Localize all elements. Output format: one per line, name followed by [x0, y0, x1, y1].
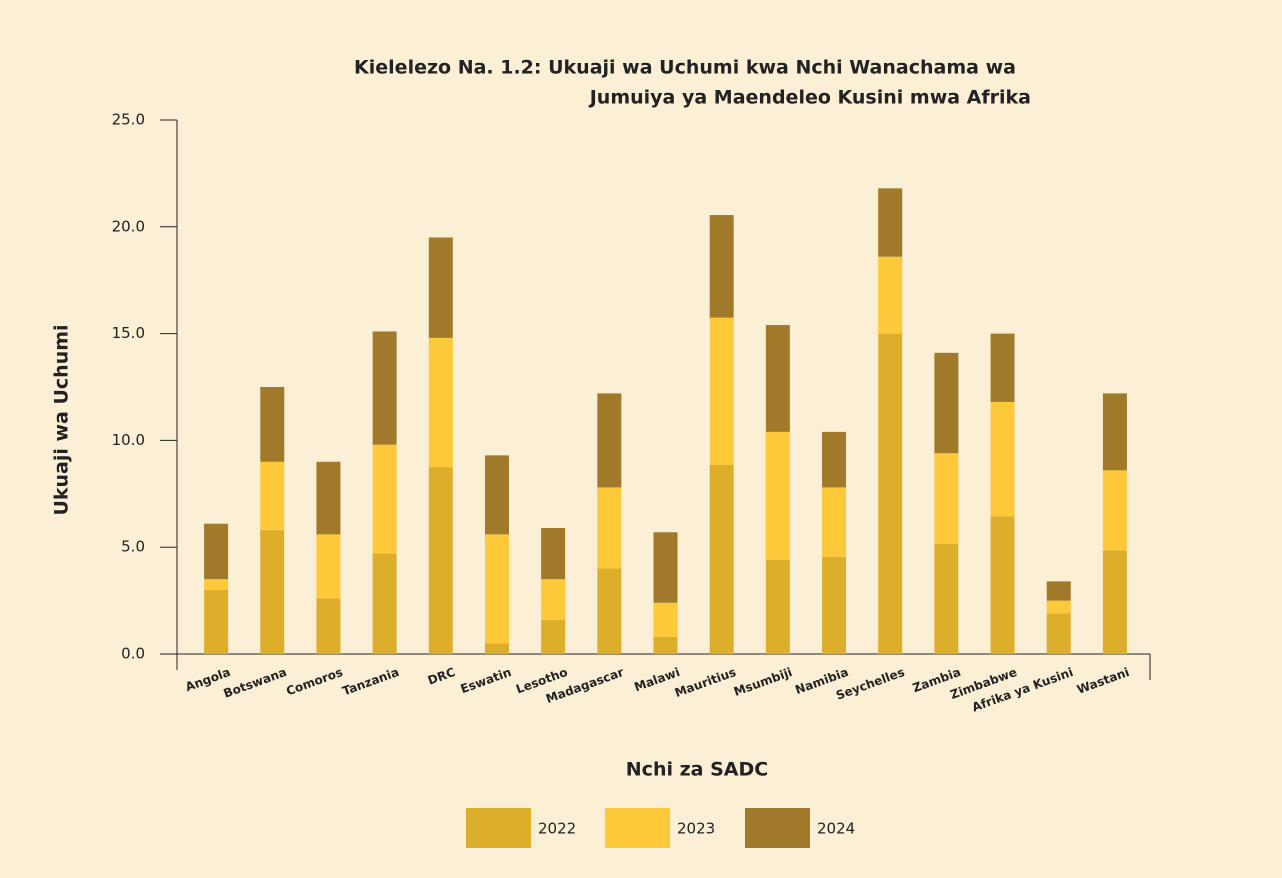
bar-segment [204, 589, 229, 654]
bar-segment [878, 333, 903, 654]
bar-segment [372, 331, 397, 445]
y-axis-label: Ukuaji wa Uchumi [51, 324, 73, 515]
bar-segment [597, 568, 622, 654]
bar-segment [822, 556, 847, 654]
bar-segment [316, 598, 341, 654]
bar-segment [260, 461, 285, 531]
bar-segment [260, 387, 285, 462]
bar-segment [990, 401, 1015, 517]
bar-segment [765, 431, 790, 561]
bar-segment [878, 188, 903, 257]
bar-segment [934, 352, 959, 454]
legend-swatch [745, 808, 810, 848]
chart-title: Jumuiya ya Maendeleo Kusini mwa Afrika [588, 87, 1031, 109]
y-tick-label: 20.0 [112, 217, 145, 235]
bar-segment [372, 553, 397, 654]
bar-segment [653, 532, 678, 603]
bar-segment [484, 534, 509, 644]
chart-title: Kielelezo Na. 1.2: Ukuaji wa Uchumi kwa … [354, 57, 1016, 79]
bar-segment [653, 636, 678, 654]
bar-segment [260, 530, 285, 654]
bar-segment [1102, 470, 1127, 551]
y-tick-label: 25.0 [112, 111, 145, 129]
bar-segment [1102, 550, 1127, 654]
bar-segment [709, 464, 734, 654]
legend-label: 2024 [817, 820, 855, 838]
y-tick-label: 10.0 [112, 431, 145, 449]
bar-segment [597, 487, 622, 569]
bar-segment [878, 256, 903, 334]
bar-segment [597, 393, 622, 488]
bar-segment [484, 643, 509, 654]
legend-label: 2022 [538, 820, 576, 838]
bar-segment [765, 560, 790, 654]
bar-segment [765, 325, 790, 432]
bar-segment [541, 619, 566, 654]
bar-segment [316, 461, 341, 535]
bar-segment [822, 487, 847, 557]
x-axis-label: Nchi za SADC [626, 759, 768, 781]
y-tick-label: 5.0 [121, 538, 145, 556]
bar-segment [428, 237, 453, 338]
bar-segment [1046, 613, 1071, 654]
y-tick-label: 0.0 [121, 645, 145, 663]
bar-segment [1102, 393, 1127, 471]
bar-segment [1046, 600, 1071, 614]
bar-segment [709, 215, 734, 318]
bar-segment [709, 317, 734, 465]
bar-segment [428, 337, 453, 468]
bar-segment [990, 516, 1015, 654]
bar-segment [990, 333, 1015, 402]
bar-segment [934, 543, 959, 654]
bar-segment [541, 579, 566, 620]
bar-segment [484, 455, 509, 535]
legend-swatch [466, 808, 531, 848]
bar-segment [372, 444, 397, 554]
bar-segment [316, 534, 341, 599]
bar-segment [934, 453, 959, 544]
bar-segment [822, 431, 847, 488]
bar-segment [204, 579, 229, 590]
bar-segment [541, 527, 566, 580]
legend-label: 2023 [677, 820, 715, 838]
bar-segment [653, 602, 678, 637]
bar-segment [204, 523, 229, 580]
y-tick-label: 15.0 [112, 324, 145, 342]
bar-segment [428, 467, 453, 654]
legend-swatch [605, 808, 670, 848]
bar-segment [1046, 581, 1071, 601]
